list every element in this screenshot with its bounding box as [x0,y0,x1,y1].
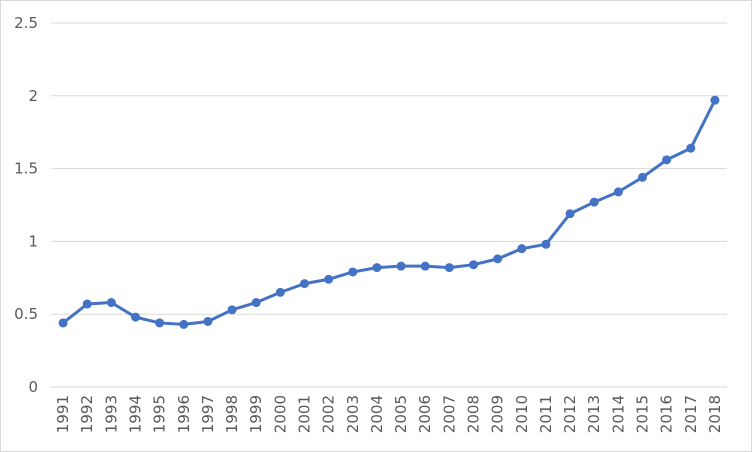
y-tick-label: 1.5 [14,160,38,178]
data-point-1999 [251,298,261,308]
data-point-2002 [324,274,334,284]
data-point-2011 [541,239,551,249]
y-tick-label: 1 [28,232,38,250]
data-point-2003 [348,267,358,277]
y-axis-labels: 0 0.5 1 1.5 2 2.5 [14,14,38,396]
x-tick-label: 2017 [682,395,700,433]
x-tick-label: 2008 [465,395,483,433]
x-tick-label: 1998 [223,395,241,433]
plot-area [58,95,720,329]
data-point-2006 [420,261,430,271]
data-point-2018 [710,95,720,105]
x-tick-label: 2007 [440,395,458,433]
data-point-1992 [82,299,92,309]
data-point-1995 [155,318,165,328]
data-point-1996 [179,319,189,329]
x-tick-label: 2015 [634,395,652,433]
x-tick-label: 1991 [54,395,72,433]
x-tick-label: 2000 [271,395,289,433]
y-tick-label: 2.5 [14,14,38,32]
x-tick-label: 2004 [368,395,386,433]
x-tick-label: 1994 [127,395,145,433]
data-point-2000 [275,287,285,297]
x-tick-label: 2018 [706,395,724,433]
series-line [61,98,717,326]
x-tick-label: 2009 [489,395,507,433]
data-point-2004 [372,263,382,273]
x-tick-label: 1995 [151,395,169,433]
data-point-2010 [517,244,527,254]
x-tick-label: 2003 [344,395,362,433]
data-point-2012 [565,209,575,219]
data-point-2014 [613,187,623,197]
x-tick-label: 1993 [102,395,120,433]
data-point-2007 [444,263,454,273]
x-axis-labels: 1991 1992 1993 1994 1995 1996 1997 1998 1999 2000… [54,395,724,433]
data-point-2015 [638,172,647,182]
gridlines [51,22,727,388]
data-point-1994 [131,312,140,322]
y-tick-label: 2 [28,87,38,105]
x-tick-label: 2001 [296,395,314,433]
x-tick-label: 2013 [585,395,603,433]
data-point-2008 [469,260,478,270]
data-point-2013 [589,197,599,207]
x-tick-label: 2016 [658,395,676,433]
data-point-2009 [493,254,503,264]
x-tick-label: 1992 [78,395,96,433]
data-point-1998 [227,305,237,315]
data-point-1991 [58,318,68,328]
x-tick-label: 2006 [416,395,434,433]
data-point-2005 [396,261,406,271]
y-tick-label: 0 [28,378,38,396]
data-point-1993 [106,298,116,308]
x-tick-label: 1997 [199,395,217,433]
x-tick-label: 2012 [561,395,579,433]
x-tick-label: 1999 [247,395,265,433]
x-tick-label: 1996 [175,395,193,433]
data-point-2001 [300,279,309,289]
data-point-1997 [203,316,213,326]
x-tick-label: 2005 [392,395,410,433]
x-tick-label: 2002 [320,395,338,433]
x-tick-label: 2014 [609,395,627,433]
x-tick-label: 2011 [537,395,555,433]
x-tick-label: 2010 [513,395,531,433]
data-point-2016 [662,155,672,165]
y-tick-label: 0.5 [14,305,38,323]
data-point-2017 [686,143,696,153]
